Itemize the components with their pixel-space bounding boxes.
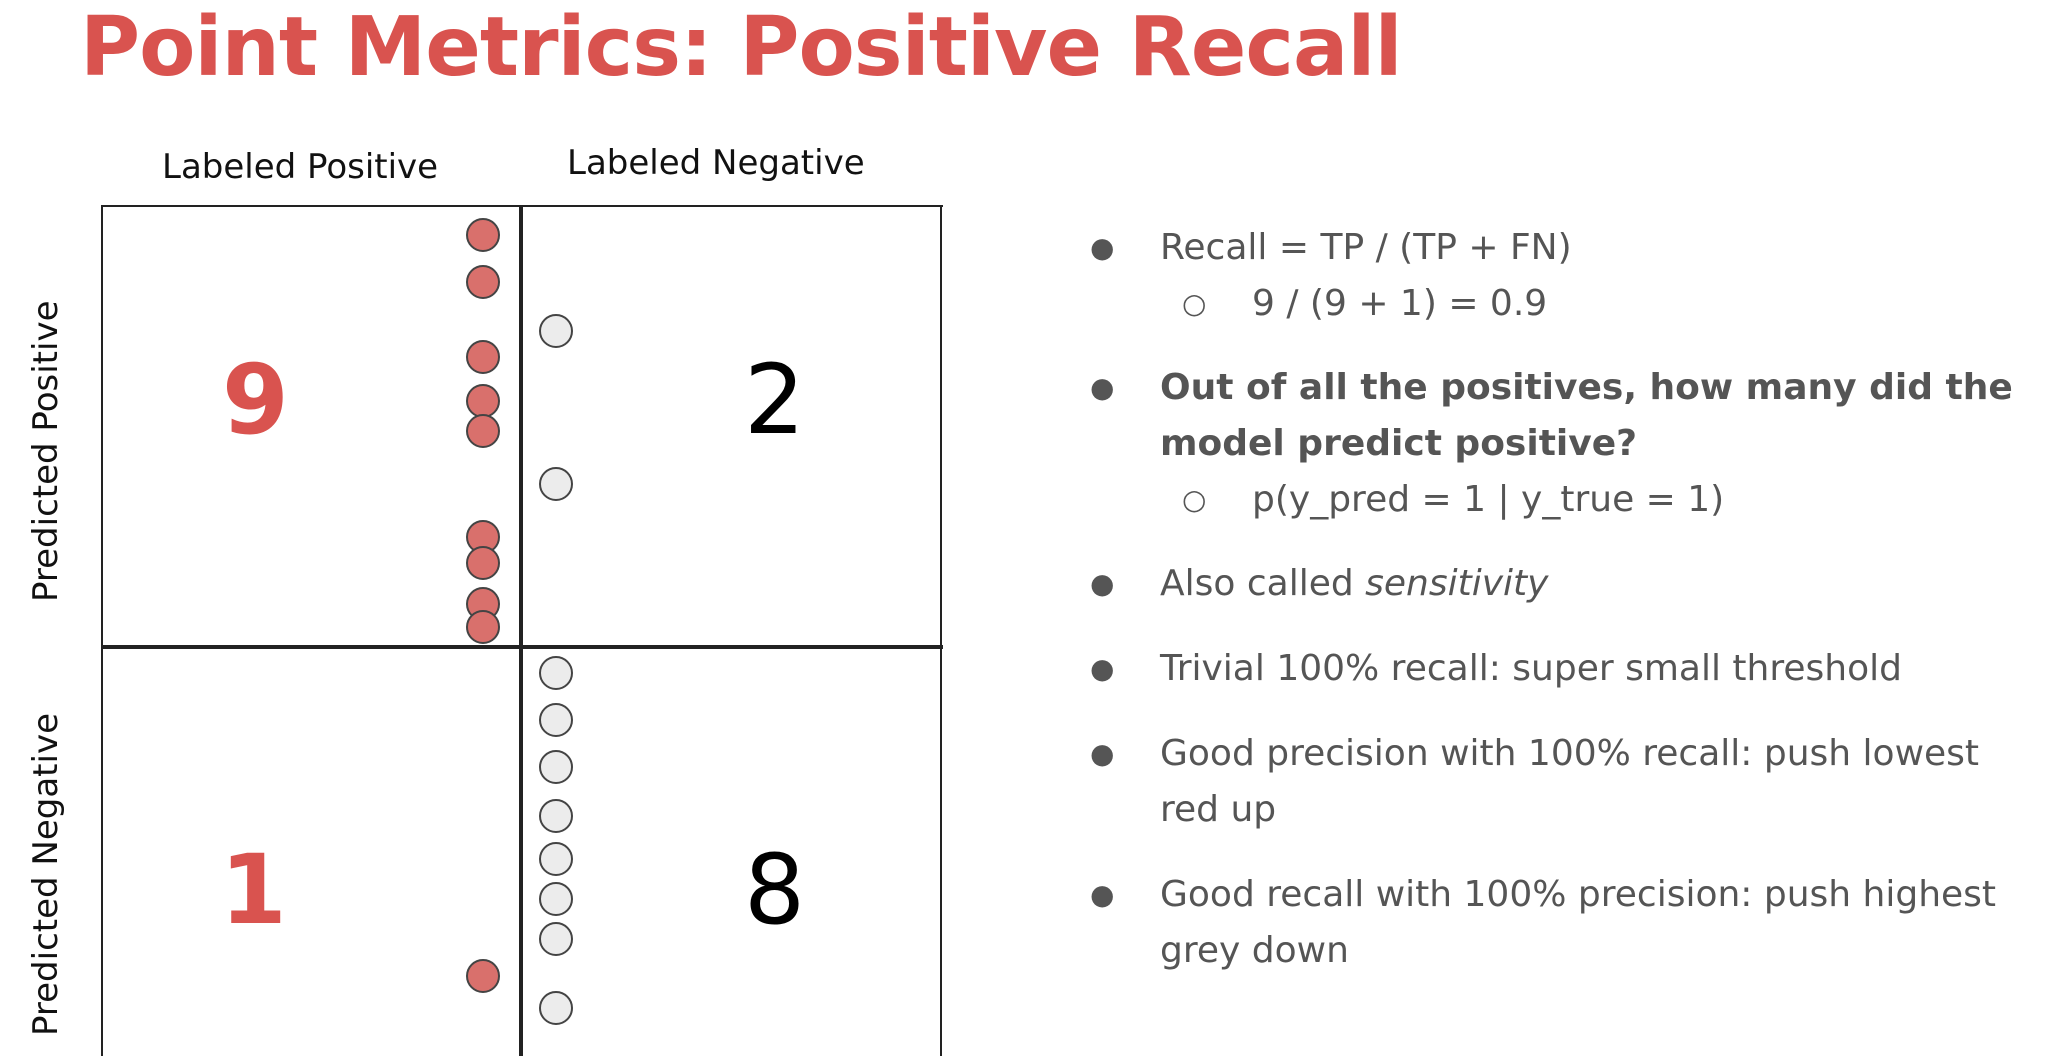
bullet-text: Also called sensitivity: [1160, 556, 2040, 612]
negative-dot: [539, 703, 573, 737]
row-label-predicted-negative: Predicted Negative: [26, 713, 66, 1036]
negative-dot: [539, 750, 573, 784]
negative-dot: [539, 799, 573, 833]
positive-dot: [466, 340, 500, 374]
bullet-marker: ●: [1090, 371, 1115, 404]
matrix-left-border: [101, 205, 103, 1056]
negative-dot: [539, 991, 573, 1025]
bullet-text: Good precision with 100% recall: push lo…: [1160, 733, 1980, 830]
bullet-text: Good recall with 100% precision: push hi…: [1160, 874, 1997, 971]
bullet-text: Trivial 100% recall: super small thresho…: [1160, 648, 1902, 689]
col-label-labeled-negative: Labeled Negative: [567, 143, 865, 183]
bullet-text: Recall = TP / (TP + FN): [1160, 227, 1572, 268]
cell-false-positive-count: 2: [744, 344, 806, 456]
cell-true-negative-count: 8: [744, 834, 806, 946]
positive-dot: [466, 265, 500, 299]
positive-dot: [466, 610, 500, 644]
positive-dot: [466, 546, 500, 580]
positive-dot: [466, 384, 500, 418]
positive-dot: [466, 218, 500, 252]
negative-dot: [539, 314, 573, 348]
sub-bullet-text: p(y_pred = 1 | y_true = 1): [1252, 479, 1725, 520]
sub-bullet-marker: ○: [1182, 287, 1207, 320]
matrix-center-divider: [519, 205, 523, 1056]
negative-dot: [539, 467, 573, 501]
matrix-right-border: [940, 205, 942, 1056]
sub-bullet-marker: ○: [1182, 483, 1207, 516]
negative-dot: [539, 842, 573, 876]
row-label-predicted-positive: Predicted Positive: [26, 300, 66, 602]
cell-false-negative-count: 1: [220, 834, 287, 946]
bullet-text-prefix: Also called: [1160, 563, 1366, 604]
col-label-labeled-positive: Labeled Positive: [162, 147, 439, 187]
bullet-marker: ●: [1090, 231, 1115, 264]
bullet-marker: ●: [1090, 737, 1115, 770]
bullet-marker: ●: [1090, 878, 1115, 911]
sub-bullet-text: 9 / (9 + 1) = 0.9: [1252, 283, 1548, 324]
negative-dot: [539, 882, 573, 916]
positive-dot: [466, 959, 500, 993]
bullet-marker: ●: [1090, 652, 1115, 685]
bullet-text-emphasis: sensitivity: [1365, 563, 1549, 604]
negative-dot: [539, 656, 573, 690]
slide-title: Point Metrics: Positive Recall: [80, 0, 1403, 95]
bullet-text: Out of all the positives, how many did t…: [1160, 367, 2013, 464]
cell-true-positive-count: 9: [222, 344, 289, 456]
negative-dot: [539, 922, 573, 956]
positive-dot: [466, 414, 500, 448]
bullet-marker: ●: [1090, 567, 1115, 600]
